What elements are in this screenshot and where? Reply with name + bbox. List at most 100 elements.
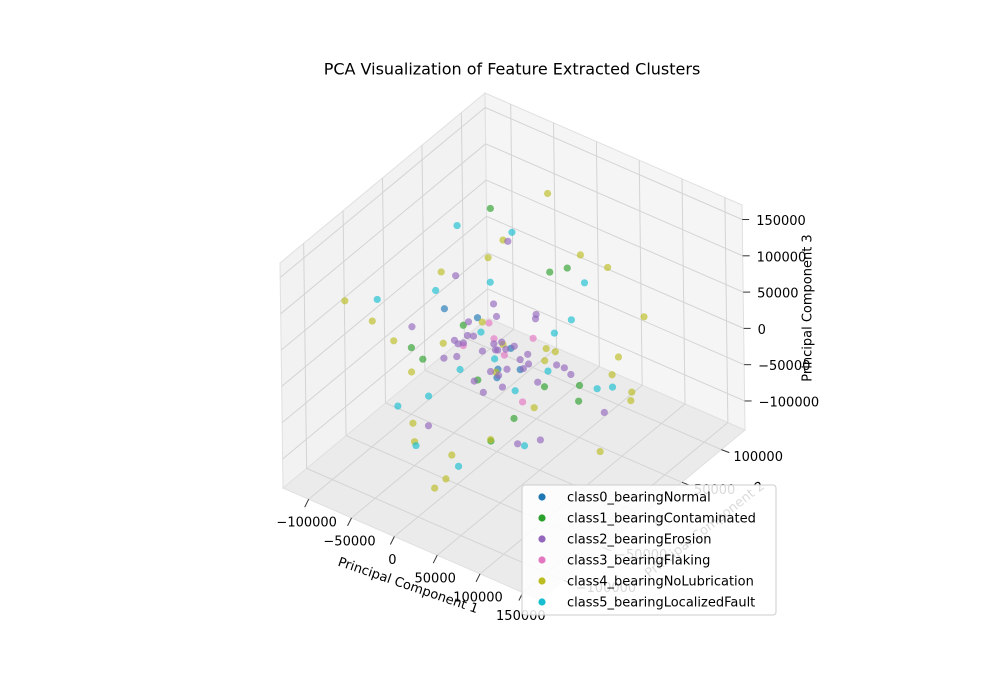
point — [536, 436, 544, 444]
x-tick — [304, 498, 310, 508]
point — [390, 337, 398, 345]
point — [510, 414, 518, 423]
grid-line — [424, 369, 683, 483]
z-tick-label: −50000 — [758, 359, 810, 374]
grid-line — [486, 252, 745, 366]
point — [519, 364, 528, 373]
point — [491, 355, 499, 363]
point — [542, 344, 550, 353]
point — [576, 251, 585, 259]
point — [627, 397, 635, 405]
legend-marker — [538, 598, 546, 606]
point — [484, 254, 492, 262]
x-tick-label: 50000 — [415, 572, 456, 587]
point — [442, 475, 450, 483]
point — [453, 221, 461, 230]
point — [498, 383, 507, 391]
points — [341, 189, 648, 492]
point — [464, 318, 473, 326]
point — [563, 264, 571, 272]
legend-label: class5_bearingLocalizedFault — [567, 596, 755, 611]
point — [440, 354, 448, 362]
point — [550, 329, 558, 337]
point — [448, 451, 456, 459]
grid-line — [486, 215, 744, 329]
grid-line — [484, 107, 743, 220]
point — [575, 381, 584, 390]
point — [628, 388, 636, 396]
point — [373, 295, 381, 304]
point — [452, 272, 460, 280]
grid-line — [342, 210, 347, 436]
x-tick-label: −100000 — [276, 516, 337, 531]
grid-line — [303, 243, 308, 469]
point — [540, 383, 549, 391]
point — [453, 352, 461, 361]
grid-line — [553, 122, 558, 348]
point — [486, 278, 494, 286]
grid-line — [306, 467, 564, 581]
grid-line — [681, 178, 686, 404]
point — [409, 419, 417, 427]
point — [593, 385, 601, 393]
y-tick-label: 100000 — [733, 450, 783, 465]
x-tick — [432, 554, 438, 564]
point — [552, 361, 561, 369]
legend-marker — [538, 535, 546, 543]
legend-label: class1_bearingContaminated — [567, 512, 756, 527]
grid-line — [281, 252, 488, 424]
point — [456, 365, 464, 374]
grid-line — [382, 177, 386, 404]
point — [514, 440, 522, 448]
legend-label: class2_bearingErosion — [567, 533, 712, 548]
point — [516, 356, 524, 364]
point — [459, 321, 467, 329]
point — [498, 338, 506, 346]
x-tick — [389, 536, 395, 545]
point — [419, 355, 427, 363]
z-tick-label: 150000 — [756, 214, 806, 229]
point — [504, 237, 512, 245]
chart-title: PCA Visualization of Feature Extracted C… — [324, 60, 701, 79]
point — [473, 314, 482, 322]
grid-line — [595, 141, 600, 367]
point — [495, 371, 503, 379]
legend: class0_bearingNormal class1_bearingContam… — [521, 484, 777, 616]
grid-line — [460, 112, 465, 338]
point — [490, 340, 498, 348]
z-tick-label: 0 — [758, 323, 766, 338]
point — [534, 378, 542, 386]
point — [520, 442, 529, 450]
point — [494, 346, 502, 354]
point — [469, 332, 478, 340]
grid-line — [280, 143, 486, 315]
point — [341, 297, 349, 305]
point — [560, 364, 568, 372]
point — [412, 441, 420, 450]
legend-label: class0_bearingNormal — [567, 491, 711, 506]
point — [551, 348, 559, 356]
grid-line — [421, 145, 426, 371]
point — [544, 367, 552, 375]
point — [580, 279, 589, 287]
point — [477, 328, 485, 336]
back-pane — [484, 92, 746, 431]
x-tick — [347, 517, 352, 527]
point — [485, 319, 493, 327]
point — [492, 312, 501, 321]
point — [487, 435, 495, 444]
point — [486, 367, 495, 376]
point — [407, 344, 416, 352]
point — [529, 334, 537, 342]
point — [567, 316, 575, 324]
point — [470, 377, 478, 385]
x-tick-label: −50000 — [323, 534, 375, 549]
point — [508, 228, 516, 236]
point — [454, 340, 462, 348]
point — [503, 365, 511, 373]
y-tick — [721, 449, 730, 454]
point — [541, 357, 549, 365]
point — [608, 371, 616, 379]
grid-line — [280, 179, 487, 351]
